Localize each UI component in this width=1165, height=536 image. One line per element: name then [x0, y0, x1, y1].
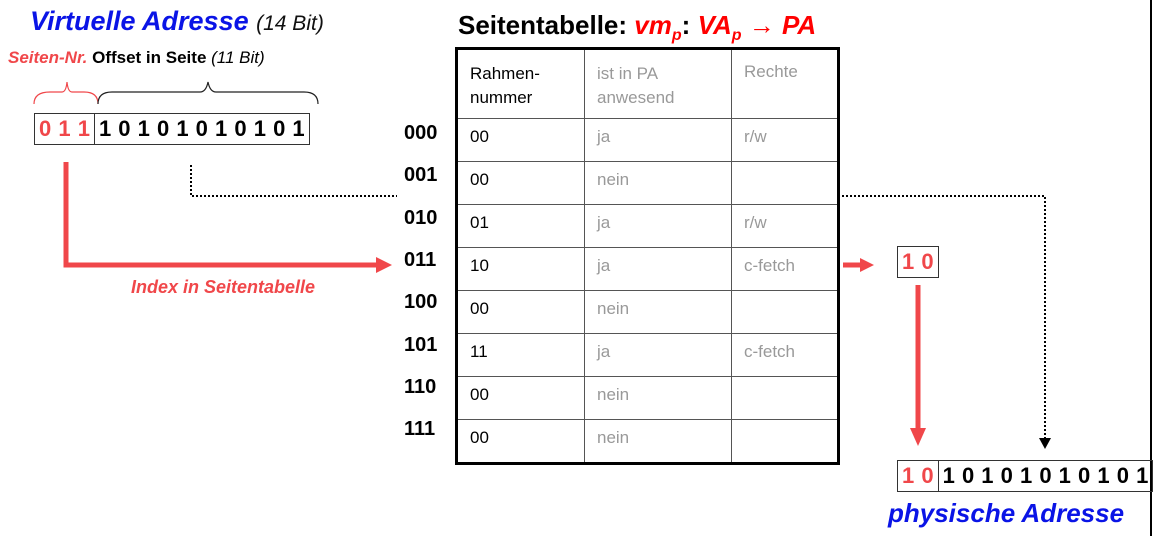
formula-colon: :	[681, 10, 691, 40]
rights-cell	[731, 161, 839, 205]
frame-cell: 00	[456, 118, 585, 162]
physical-address-bits: 1 0 1 0 1 0 1 0 1 0 1 0 1	[897, 460, 1154, 492]
table-header-row: Rahmen- nummer ist in PA anwesend Rechte	[456, 48, 839, 119]
physical-frame-bits: 1 0	[898, 461, 939, 491]
formula-vm: vm	[634, 10, 672, 40]
offset-note: (11 Bit)	[211, 48, 265, 67]
table-row: 00 nein	[456, 376, 839, 420]
row-index-label: 011	[404, 248, 437, 271]
virtual-address-title-text: Virtuelle Adresse	[30, 6, 249, 36]
rights-cell: c-fetch	[731, 333, 839, 377]
rights-cell: r/w	[731, 118, 839, 162]
table-row: 00 ja r/w	[456, 118, 839, 162]
row-index-label: 100	[404, 291, 438, 314]
row-index-label: 110	[404, 375, 437, 398]
header-present: ist in PA anwesend	[584, 48, 732, 119]
physical-address-title: physische Adresse	[888, 498, 1125, 528]
formula-va: VA	[697, 10, 732, 40]
index-arrowhead	[376, 257, 392, 273]
frame-down-arrowhead	[910, 428, 926, 446]
table-row: 01 ja r/w	[456, 204, 839, 248]
rights-cell: c-fetch	[731, 247, 839, 291]
formula-rest: → PA	[748, 10, 817, 40]
virtual-page-bits: 0 1 1	[35, 114, 95, 144]
index-arrow-line	[63, 162, 378, 268]
rights-cell	[731, 290, 839, 334]
page-number-label: Seiten-Nr.	[8, 48, 88, 67]
offset-bits-brace	[97, 81, 319, 105]
present-cell: nein	[584, 161, 732, 205]
frame-result-box: 1 0	[897, 246, 939, 278]
row-index-label: 010	[404, 206, 438, 229]
table-title: Seitentabelle: vmp: VAp → PA	[458, 10, 816, 45]
row-index-label: 101	[404, 333, 438, 356]
present-cell: ja	[584, 247, 732, 291]
frame-result: 1 0	[902, 249, 934, 274]
row-index-label: 111	[404, 418, 436, 441]
row-index-label: 000	[404, 122, 438, 144]
present-cell: ja	[584, 118, 732, 162]
mapping-formula: vmp: VAp → PA	[634, 10, 817, 44]
frame-cell: 00	[456, 290, 585, 334]
table-row: 11 ja c-fetch	[456, 333, 839, 377]
offset-dotted-line-left	[190, 165, 397, 197]
present-cell: nein	[584, 290, 732, 334]
rights-cell: r/w	[731, 204, 839, 248]
formula-sub: p	[671, 27, 682, 45]
virtual-bits-note: (14 Bit)	[256, 12, 324, 35]
frame-arrowhead	[860, 258, 874, 272]
page-table: Rahmen- nummer ist in PA anwesend Rechte…	[455, 47, 840, 465]
table-row: 10 ja c-fetch	[456, 247, 839, 291]
header-frame-number: Rahmen- nummer	[456, 48, 585, 119]
offset-label: Offset in Seite	[92, 48, 207, 67]
offset-dotted-line-right	[838, 195, 1046, 440]
frame-cell: 00	[456, 161, 585, 205]
field-labels: Seiten-Nr. Offset in Seite (11 Bit)	[8, 48, 265, 68]
page-bits-brace	[33, 81, 99, 105]
virtual-offset-bits: 1 0 1 0 1 0 1 0 1 0 1	[98, 116, 305, 141]
virtual-address-bits: 0 1 1 1 0 1 0 1 0 1 0 1 0 1	[34, 113, 310, 145]
table-row: 00 nein	[456, 290, 839, 334]
rights-cell	[731, 419, 839, 464]
table-title-text: Seitentabelle:	[458, 10, 628, 40]
table-row: 00 nein	[456, 419, 839, 464]
virtual-address-title: Virtuelle Adresse (14 Bit)	[30, 6, 324, 37]
physical-offset-bits: 1 0 1 0 1 0 1 0 1 0 1	[942, 463, 1149, 488]
header-rights: Rechte	[731, 48, 839, 119]
frame-cell: 01	[456, 204, 585, 248]
present-cell: nein	[584, 419, 732, 464]
present-cell: ja	[584, 333, 732, 377]
offset-arrowhead	[1039, 438, 1051, 449]
formula-va-sub: p	[731, 27, 742, 45]
index-label: Index in Seitentabelle	[131, 277, 316, 297]
present-cell: nein	[584, 376, 732, 420]
row-index-label: 001	[404, 164, 438, 187]
table-row: 00 nein	[456, 161, 839, 205]
